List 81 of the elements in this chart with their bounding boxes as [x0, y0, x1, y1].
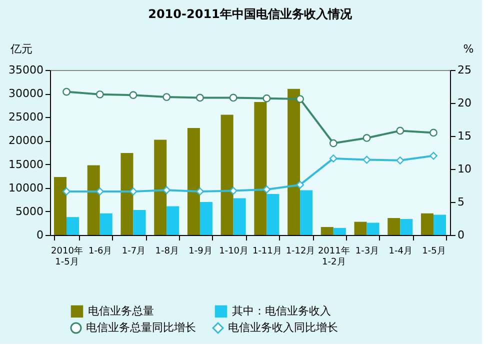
point [62, 187, 70, 196]
point [96, 90, 104, 98]
point [196, 187, 204, 196]
point [196, 94, 204, 102]
bar [420, 213, 434, 235]
bar [433, 214, 446, 235]
bar [133, 210, 146, 235]
y2-axis-title: % [463, 42, 474, 56]
point [229, 94, 238, 102]
y-axis-title: 亿元 [10, 42, 32, 56]
point [396, 156, 404, 164]
bar [333, 228, 346, 235]
x-tick-label: 2011年1-2月 [318, 246, 350, 268]
x-tick-label: 1-12月 [286, 246, 316, 256]
point [396, 126, 404, 135]
point [162, 186, 171, 194]
y2-tick-label: 25 [458, 64, 472, 76]
point [329, 139, 338, 148]
legend-label: 电信业务总量同比增长 [86, 321, 196, 334]
point [329, 154, 338, 162]
x-tick-label: 1-9月 [188, 246, 212, 256]
point [129, 187, 138, 196]
bar [354, 222, 367, 235]
point [262, 94, 271, 102]
bar [320, 226, 334, 235]
point [229, 186, 238, 195]
y2-tick-label: 0 [458, 228, 464, 242]
point [96, 187, 104, 196]
y2-tick-label: 15 [458, 130, 472, 142]
point [262, 186, 271, 194]
bar [100, 213, 112, 235]
x-tick-label: 1-3月 [355, 246, 380, 256]
legend-label: 电信业务收入同比增长 [228, 321, 338, 334]
bar [187, 128, 200, 235]
point [62, 88, 70, 96]
bar [366, 222, 380, 235]
bar [300, 190, 313, 235]
y-tick-label: 30000 [8, 87, 44, 100]
point [430, 128, 438, 137]
point [162, 93, 171, 102]
point [362, 156, 371, 164]
y-tick-label: 25000 [8, 110, 44, 124]
point [296, 180, 304, 189]
y-tick-label: 20000 [8, 134, 44, 148]
bar [120, 152, 134, 235]
bar [87, 165, 100, 235]
x-tick-label: 1-4月 [388, 246, 412, 256]
x-tick-label: 1-8月 [155, 246, 179, 256]
y-tick-label: 0 [36, 228, 44, 242]
legend-label: 电信业务总量 [88, 304, 154, 318]
point [129, 91, 138, 100]
bar [66, 217, 80, 235]
x-tick-label: 1-11月 [252, 246, 282, 256]
bar [220, 114, 234, 235]
legend-label: 其中：电信业务收入 [232, 304, 331, 318]
y-tick-label: 15000 [8, 158, 44, 171]
point [296, 95, 304, 103]
point [430, 152, 438, 160]
bar [154, 140, 167, 235]
bar [54, 177, 67, 235]
y-tick-label: 35000 [8, 64, 44, 76]
x-tick-label: 1-6月 [88, 246, 112, 256]
bar [266, 194, 280, 235]
x-tick-label: 1-7月 [122, 246, 146, 256]
y2-tick-label: 10 [458, 162, 472, 176]
bar [166, 206, 180, 235]
bar [233, 198, 246, 235]
x-tick-label: 1-5月 [422, 246, 446, 256]
x-tick-label: 1-10月 [219, 246, 249, 256]
bar [388, 218, 400, 235]
bar [400, 218, 413, 235]
y2-tick-label: 20 [458, 96, 472, 110]
y-tick-label: 10000 [8, 181, 44, 194]
point [362, 134, 371, 142]
bar [288, 88, 300, 235]
chart-title: 2010-2011年中国电信业务收入情况 [148, 7, 353, 21]
bar [200, 202, 212, 235]
bar [254, 102, 267, 235]
y-tick-label: 5000 [16, 204, 44, 218]
y2-tick-label: 5 [458, 196, 464, 208]
x-tick-label: 2010年1-5月 [51, 246, 83, 268]
